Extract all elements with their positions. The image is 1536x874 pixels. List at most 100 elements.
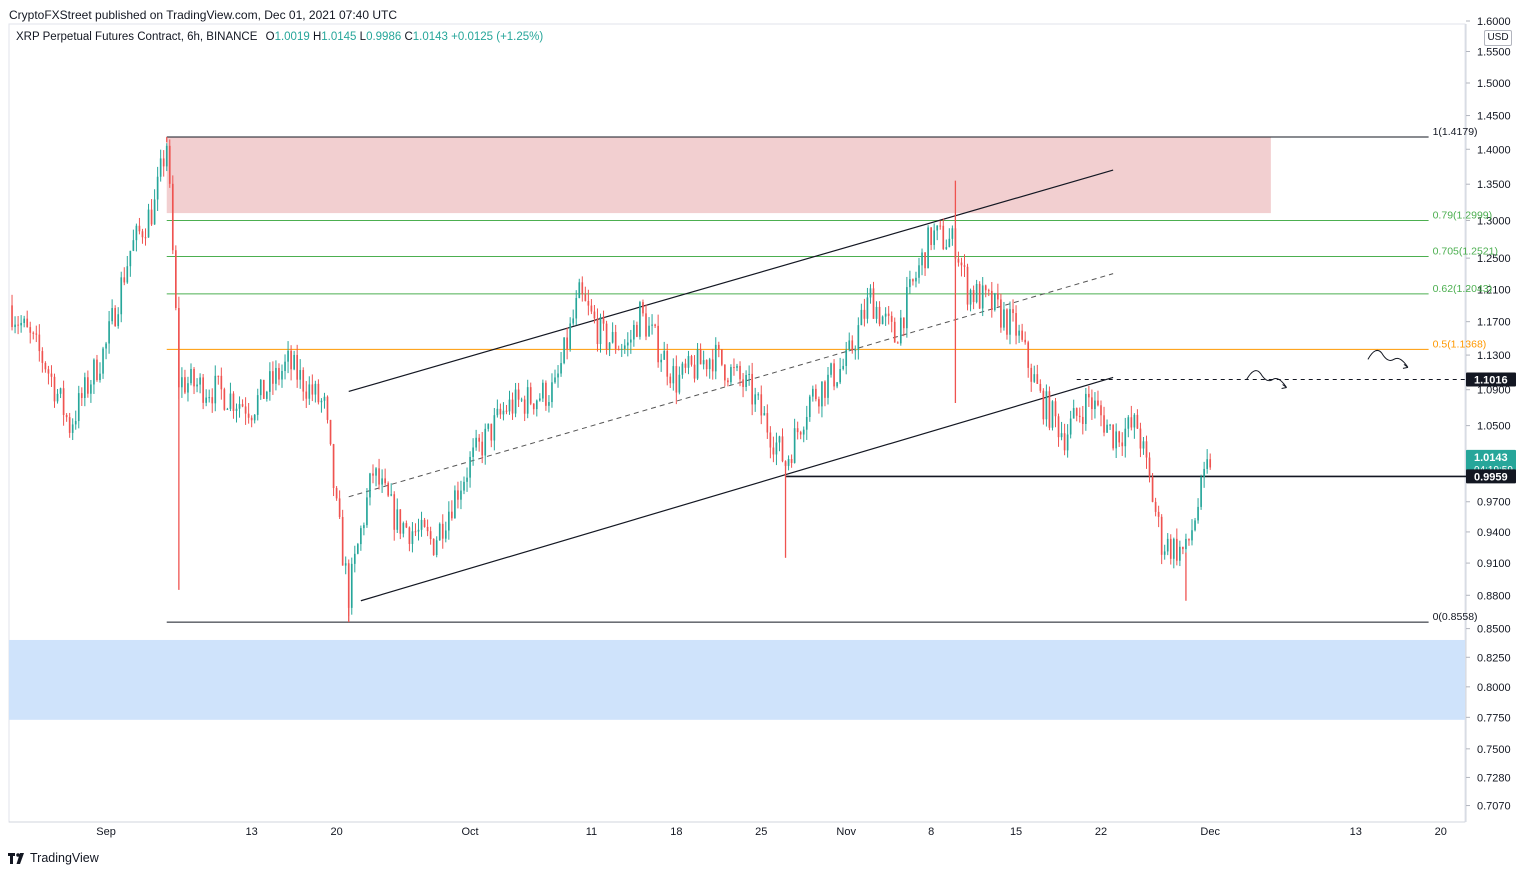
candle-body	[102, 348, 104, 374]
candle-body	[238, 404, 241, 409]
candle-body	[663, 350, 666, 360]
change-value: +0.0125 (+1.25%)	[451, 31, 544, 43]
candle-body	[960, 262, 963, 266]
candle-body	[1033, 374, 1036, 382]
candle-body	[608, 342, 611, 350]
symbol-legend: XRP Perpetual Futures Contract, 6h, BINA…	[16, 31, 543, 43]
candle-body	[457, 490, 459, 500]
candle-body	[120, 277, 123, 315]
candle-body	[293, 354, 295, 370]
candle-body	[1084, 393, 1087, 424]
candle-body	[520, 399, 523, 401]
candle-body	[599, 317, 602, 345]
symbol-name[interactable]: XRP Perpetual Futures Contract, 6h, BINA…	[16, 31, 258, 43]
candle-body	[402, 523, 405, 534]
candle-body	[317, 383, 320, 403]
y-tick-label: 0.9100	[1477, 558, 1511, 570]
candle-body	[363, 525, 365, 529]
x-tick-label: 11	[586, 826, 597, 838]
candle-body	[575, 297, 578, 319]
candle-body	[614, 331, 617, 349]
candle-body	[993, 293, 996, 311]
candle-body	[654, 324, 656, 326]
candle-body	[1042, 390, 1045, 420]
candle-body	[912, 279, 914, 282]
close-label: C	[404, 31, 413, 43]
candle-body	[329, 419, 332, 445]
candle-body	[1003, 309, 1005, 328]
candle-body	[839, 369, 841, 383]
x-tick-label: 13	[246, 826, 258, 838]
candle-body	[909, 279, 911, 288]
candle-body	[1200, 477, 1202, 507]
candle-body	[1006, 309, 1008, 335]
candle-body	[878, 306, 881, 325]
candle-body	[1103, 415, 1105, 433]
candle-body	[372, 473, 374, 476]
candle-body	[399, 509, 402, 534]
tradingview-logo[interactable]: TradingView	[8, 851, 99, 865]
candle-body	[554, 377, 556, 383]
candle-body	[1030, 367, 1033, 382]
y-tick-label: 1.4500	[1477, 111, 1511, 123]
candle-body	[781, 436, 784, 462]
candle-body	[824, 381, 826, 398]
candle-body	[896, 342, 899, 344]
candle-body	[326, 396, 329, 420]
candle-body	[1045, 391, 1048, 420]
candle-body	[153, 199, 156, 225]
candle-body	[1060, 433, 1063, 438]
candle-body	[123, 277, 126, 283]
candle-body	[1057, 416, 1060, 438]
candle-body	[651, 324, 653, 326]
x-tick-label: 20	[1435, 826, 1447, 838]
y-tick-label: 1.0900	[1477, 385, 1511, 397]
demand-zone	[9, 639, 1465, 720]
candle-body	[945, 247, 948, 250]
candle-body	[1154, 501, 1157, 512]
candle-body	[93, 359, 95, 385]
candle-body	[851, 340, 854, 351]
candle-body	[1039, 383, 1042, 391]
candle-body	[733, 367, 735, 369]
candle-body	[675, 366, 678, 393]
candle-body	[435, 540, 438, 555]
candle-body	[978, 283, 981, 309]
candle-body	[1139, 428, 1142, 449]
open-label: O	[265, 31, 275, 43]
candle-body	[387, 483, 390, 496]
candle-body	[1021, 330, 1023, 340]
candle-body	[341, 517, 344, 566]
currency-button[interactable]: USD	[1484, 30, 1512, 46]
candle-body	[830, 363, 832, 375]
candle-body	[396, 509, 399, 530]
high-value: 1.0145	[321, 31, 357, 43]
candle-body	[757, 394, 760, 396]
candle-body	[742, 379, 744, 387]
candle-body	[1206, 459, 1209, 469]
candle-body	[1151, 476, 1154, 502]
candle-body	[275, 367, 277, 384]
candle-body	[199, 377, 201, 385]
candle-body	[47, 369, 50, 374]
candle-body	[872, 288, 875, 319]
candle-body	[1054, 401, 1057, 417]
candle-body	[887, 313, 890, 316]
candle-body	[23, 318, 26, 323]
candle-body	[966, 266, 969, 305]
candle-body	[981, 285, 984, 309]
candle-body	[1163, 551, 1166, 555]
candle-body	[499, 408, 502, 415]
candle-body	[1109, 424, 1111, 426]
candle-body	[278, 367, 280, 380]
candle-body	[241, 404, 244, 407]
candle-body	[132, 240, 135, 251]
candle-body	[633, 324, 635, 340]
candle-body	[150, 209, 153, 225]
candle-body	[587, 300, 590, 306]
candle-body	[972, 290, 975, 303]
candle-body	[147, 209, 150, 238]
candle-body	[639, 302, 641, 337]
candle-body	[751, 373, 754, 405]
